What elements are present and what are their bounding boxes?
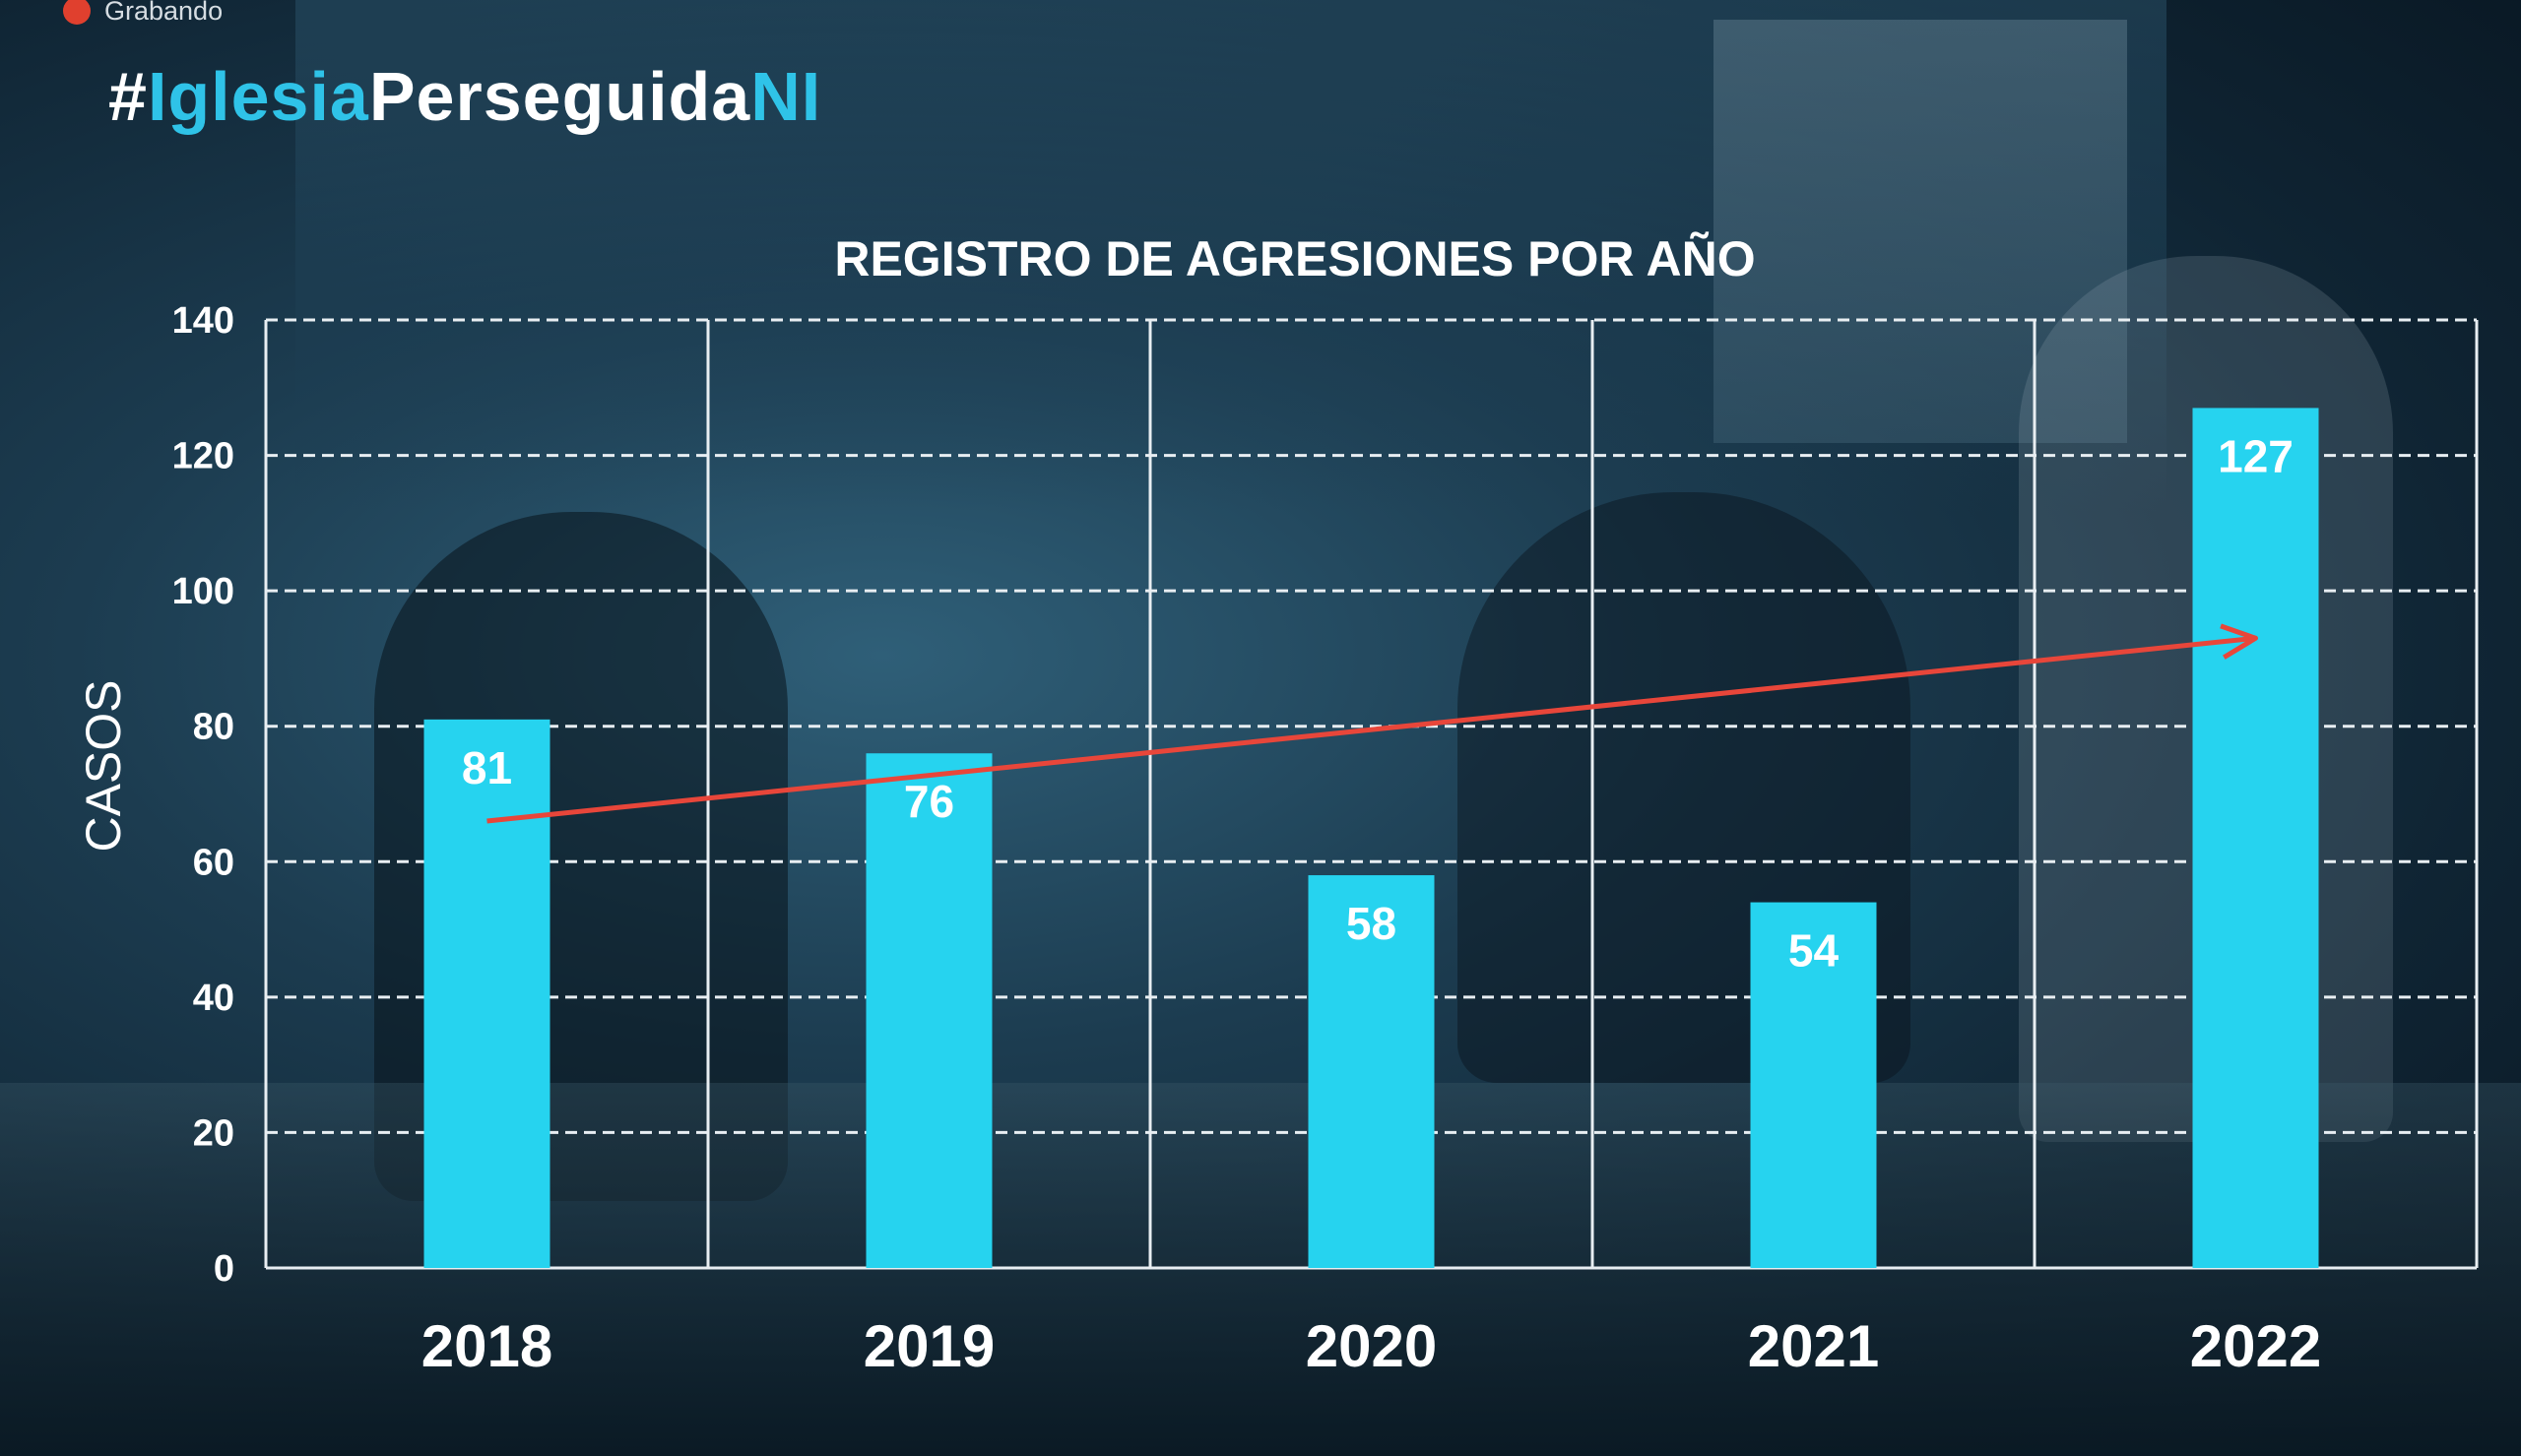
recording-indicator: Grabando [63,0,223,28]
bar [866,753,993,1268]
y-axis-label: CASOS [76,679,131,852]
data-label: 127 [2218,430,2294,481]
hashtag-title: #IglesiaPerseguidaNI [108,57,821,136]
y-tick-label: 120 [172,436,234,477]
y-tick-label: 0 [214,1248,234,1290]
background-building [1713,20,2127,443]
y-tick-label: 60 [193,842,234,883]
labels: 0 20 40 60 80 100 120 140 81 2018 76 2019 58 2020 54 20… [172,300,2322,1379]
background-wall [295,0,2166,512]
record-dot-icon [63,0,91,25]
recording-label: Grabando [104,0,224,26]
x-tick-label: 2021 [1748,1313,1879,1379]
data-label: 54 [1788,925,1840,977]
hashtag-part: Perseguida [368,58,751,135]
x-tick-label: 2022 [2190,1313,2321,1379]
y-tick-label: 140 [172,300,234,342]
y-tick-label: 40 [193,978,234,1019]
hashtag-part: Iglesia [147,58,369,135]
y-tick-label: 80 [193,707,234,748]
chart-title: REGISTRO DE AGRESIONES POR AÑO [834,231,1755,286]
trend-arrow-head [2220,623,2258,660]
bars [423,408,2319,1269]
bar [1308,875,1435,1268]
data-label: 76 [904,776,954,827]
bar [423,719,550,1268]
bar [1750,902,1877,1268]
x-tick-label: 2020 [1306,1313,1437,1379]
data-label: 81 [462,742,512,793]
trend-arrow [486,623,2258,824]
bar [2192,408,2319,1269]
data-label: 58 [1346,898,1396,949]
x-tick-label: 2018 [421,1313,552,1379]
x-tick-label: 2019 [864,1313,995,1379]
trend-arrow-line [486,635,2256,824]
hashtag-part: # [108,58,148,135]
hashtag-part: NI [750,58,822,135]
y-tick-label: 20 [193,1112,234,1154]
y-tick-label: 100 [172,571,234,612]
